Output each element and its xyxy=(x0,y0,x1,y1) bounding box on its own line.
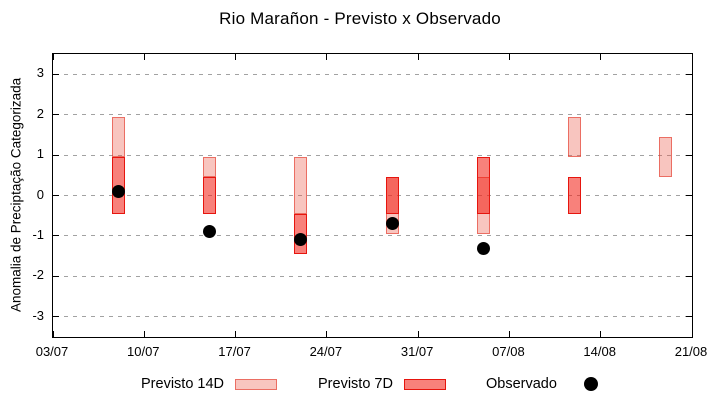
x-tick-label: 07/08 xyxy=(492,344,525,359)
x-tick-bottom xyxy=(417,331,419,337)
previsto-14d-swatch-icon xyxy=(235,378,278,390)
y-gridline xyxy=(55,73,690,75)
y-tick-left xyxy=(53,114,59,116)
y-tick-label: -1 xyxy=(32,226,44,242)
y-tick-right xyxy=(686,154,692,156)
y-gridline xyxy=(55,195,690,196)
previsto-7d-bar xyxy=(568,177,582,214)
previsto-7d-bar xyxy=(202,177,216,214)
previsto-14d-bar xyxy=(568,116,582,158)
x-tick-label: 31/07 xyxy=(400,344,434,359)
legend-label-previsto-7d: Previsto 7D xyxy=(318,376,393,392)
x-tick-bottom xyxy=(52,331,54,337)
x-tick-bottom xyxy=(326,331,328,337)
x-tick-top xyxy=(691,54,693,60)
previsto-7d-bar xyxy=(385,177,399,214)
legend-label-previsto-14d: Previsto 14D xyxy=(141,376,225,392)
observado-dot xyxy=(202,225,216,239)
legend: Previsto 14D Previsto 7D Observado xyxy=(0,372,720,396)
previsto-14d-bar xyxy=(111,116,125,158)
x-tick-top xyxy=(417,54,419,60)
plot-area xyxy=(52,53,693,338)
y-tick-right xyxy=(686,316,692,318)
y-gridline xyxy=(55,275,690,277)
x-tick-label: 24/07 xyxy=(309,344,343,359)
y-tick-label: 3 xyxy=(36,65,44,81)
legend-item-observado: Observado xyxy=(486,372,598,396)
previsto-14d-bar xyxy=(294,157,308,214)
x-tick-label: 21/08 xyxy=(674,344,708,359)
x-tick-top xyxy=(52,54,54,60)
observado-dot xyxy=(294,233,308,247)
y-tick-left xyxy=(53,275,59,277)
y-tick-left xyxy=(53,154,59,156)
y-tick-right xyxy=(686,195,692,196)
x-tick-bottom xyxy=(600,331,602,337)
x-tick-label: 17/07 xyxy=(218,344,251,359)
previsto-7d-swatch-icon xyxy=(403,378,446,390)
observado-dot xyxy=(476,241,490,255)
x-tick-top xyxy=(326,54,328,60)
previsto-7d-bar xyxy=(476,157,490,214)
y-tick-right xyxy=(686,73,692,75)
x-tick-bottom xyxy=(235,331,237,337)
y-tick-label: -2 xyxy=(32,267,44,283)
y-tick-label: 0 xyxy=(36,186,44,202)
legend-item-previsto-14d: Previsto 14D xyxy=(141,372,278,396)
y-gridline xyxy=(55,114,690,116)
y-tick-left xyxy=(53,235,59,237)
y-tick-label: -3 xyxy=(32,307,44,323)
y-tick-right xyxy=(686,114,692,116)
y-tick-label: 2 xyxy=(36,105,44,121)
x-tick-top xyxy=(143,54,145,60)
y-gridline xyxy=(55,235,690,237)
observado-dot-icon xyxy=(583,377,598,391)
previsto-14d-bar xyxy=(202,157,216,178)
legend-item-previsto-7d: Previsto 7D xyxy=(318,372,446,396)
x-tick-label: 14/08 xyxy=(583,344,616,359)
x-tick-label: 10/07 xyxy=(127,344,160,359)
y-gridline xyxy=(55,154,690,156)
y-gridline xyxy=(55,316,690,318)
x-tick-top xyxy=(235,54,237,60)
observado-dot xyxy=(111,184,125,198)
x-tick-top xyxy=(600,54,602,60)
x-tick-bottom xyxy=(691,331,693,337)
previsto-14d-bar xyxy=(659,136,673,178)
x-tick-top xyxy=(508,54,510,60)
y-tick-left xyxy=(53,73,59,75)
x-tick-bottom xyxy=(508,331,510,337)
y-tick-right xyxy=(686,235,692,237)
chart-title: Rio Marañon - Previsto x Observado xyxy=(219,9,501,28)
x-tick-bottom xyxy=(143,331,145,337)
x-tick-label: 03/07 xyxy=(35,344,69,359)
y-tick-right xyxy=(686,275,692,277)
legend-label-observado: Observado xyxy=(486,376,557,392)
observado-dot xyxy=(385,217,399,231)
y-tick-left xyxy=(53,316,59,318)
y-tick-label: 1 xyxy=(36,146,44,162)
y-tick-left xyxy=(53,195,59,196)
